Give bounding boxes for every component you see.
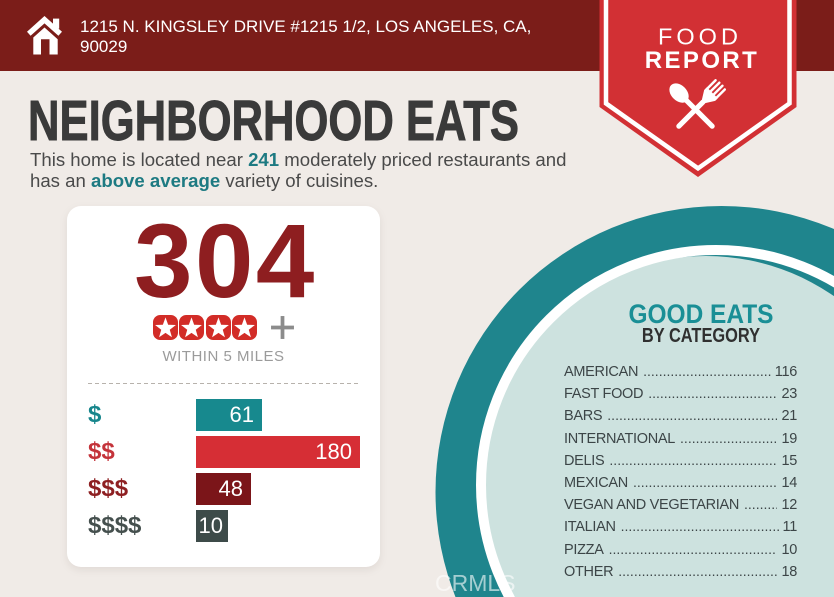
- svg-text:REPORT: REPORT: [645, 47, 759, 74]
- svg-text:FOOD: FOOD: [658, 24, 742, 50]
